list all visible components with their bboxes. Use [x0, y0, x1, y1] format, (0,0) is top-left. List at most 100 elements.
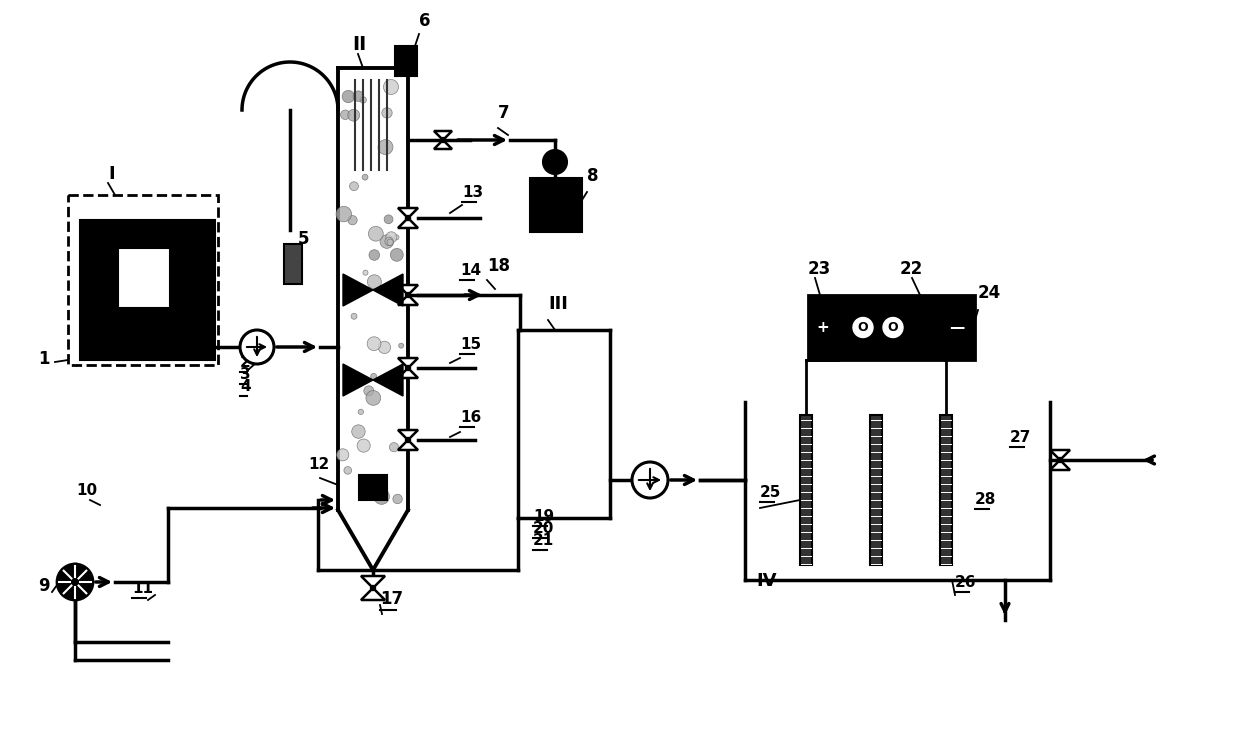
- Circle shape: [351, 313, 357, 319]
- Circle shape: [371, 586, 376, 590]
- Polygon shape: [1050, 450, 1070, 460]
- Text: 19: 19: [533, 509, 554, 524]
- Circle shape: [362, 174, 368, 180]
- Circle shape: [440, 137, 445, 142]
- Text: III: III: [548, 295, 568, 313]
- Polygon shape: [398, 358, 418, 368]
- Text: 27: 27: [1011, 430, 1032, 445]
- Circle shape: [1058, 457, 1063, 462]
- Polygon shape: [343, 274, 373, 306]
- Text: 24: 24: [978, 284, 1001, 302]
- Text: O: O: [858, 321, 868, 334]
- Text: —: —: [950, 320, 965, 335]
- Polygon shape: [361, 588, 384, 600]
- Text: +: +: [817, 320, 830, 335]
- Circle shape: [337, 448, 348, 461]
- Circle shape: [384, 215, 393, 224]
- Circle shape: [386, 232, 397, 243]
- Circle shape: [391, 248, 403, 261]
- Polygon shape: [398, 285, 418, 295]
- Polygon shape: [360, 475, 387, 500]
- Polygon shape: [118, 248, 170, 308]
- Text: 3: 3: [241, 367, 250, 382]
- Text: II: II: [352, 35, 366, 54]
- Circle shape: [394, 235, 399, 240]
- Circle shape: [378, 341, 391, 354]
- Text: 13: 13: [463, 185, 484, 200]
- Circle shape: [405, 293, 410, 297]
- Circle shape: [383, 79, 398, 95]
- Text: IV: IV: [756, 572, 776, 590]
- Circle shape: [382, 108, 392, 118]
- Text: 20: 20: [533, 521, 554, 536]
- Polygon shape: [398, 440, 418, 450]
- Circle shape: [405, 366, 410, 371]
- Circle shape: [384, 237, 393, 246]
- Circle shape: [368, 226, 383, 241]
- Text: 21: 21: [533, 533, 554, 548]
- Polygon shape: [398, 430, 418, 440]
- Polygon shape: [808, 295, 975, 360]
- Text: 11: 11: [131, 581, 153, 596]
- Polygon shape: [343, 364, 373, 396]
- Circle shape: [367, 275, 382, 288]
- Text: 25: 25: [760, 485, 781, 500]
- Circle shape: [352, 425, 365, 438]
- Circle shape: [353, 91, 363, 101]
- Text: 14: 14: [460, 263, 481, 278]
- Text: 15: 15: [460, 337, 481, 352]
- Polygon shape: [284, 244, 303, 284]
- Circle shape: [357, 439, 371, 452]
- Polygon shape: [361, 576, 384, 588]
- Circle shape: [399, 344, 404, 348]
- Polygon shape: [940, 415, 952, 565]
- Circle shape: [367, 337, 381, 351]
- Circle shape: [363, 270, 368, 275]
- Circle shape: [389, 443, 398, 451]
- Text: 5: 5: [298, 230, 310, 248]
- Text: 16: 16: [460, 410, 481, 425]
- Circle shape: [393, 292, 399, 299]
- Polygon shape: [434, 140, 453, 149]
- Circle shape: [343, 467, 352, 474]
- Polygon shape: [1050, 460, 1070, 470]
- Circle shape: [853, 318, 873, 338]
- Text: 26: 26: [955, 575, 977, 590]
- Circle shape: [350, 182, 358, 191]
- Circle shape: [358, 409, 363, 415]
- Circle shape: [336, 206, 352, 222]
- Polygon shape: [373, 364, 403, 396]
- Polygon shape: [81, 220, 215, 360]
- Polygon shape: [373, 274, 403, 306]
- Circle shape: [370, 250, 379, 261]
- Circle shape: [405, 437, 410, 443]
- Circle shape: [241, 330, 274, 364]
- Circle shape: [387, 239, 393, 245]
- Circle shape: [348, 216, 357, 225]
- Text: 17: 17: [379, 590, 403, 608]
- Polygon shape: [398, 295, 418, 305]
- Polygon shape: [800, 415, 812, 565]
- Circle shape: [366, 390, 381, 405]
- Polygon shape: [398, 368, 418, 378]
- Text: 18: 18: [487, 257, 510, 275]
- Text: 22: 22: [900, 260, 924, 278]
- Text: 23: 23: [808, 260, 831, 278]
- Circle shape: [372, 489, 379, 495]
- Polygon shape: [529, 178, 582, 232]
- Circle shape: [373, 489, 389, 504]
- Circle shape: [360, 97, 366, 103]
- Polygon shape: [398, 208, 418, 218]
- Circle shape: [405, 216, 410, 220]
- Text: 4: 4: [241, 379, 250, 394]
- Circle shape: [393, 494, 402, 504]
- Text: 12: 12: [308, 457, 330, 472]
- Text: 2: 2: [241, 355, 250, 370]
- Circle shape: [342, 90, 355, 103]
- Circle shape: [883, 318, 903, 338]
- Polygon shape: [398, 218, 418, 228]
- Circle shape: [363, 386, 373, 396]
- Circle shape: [379, 235, 393, 248]
- Text: I: I: [108, 165, 114, 183]
- Circle shape: [378, 139, 393, 155]
